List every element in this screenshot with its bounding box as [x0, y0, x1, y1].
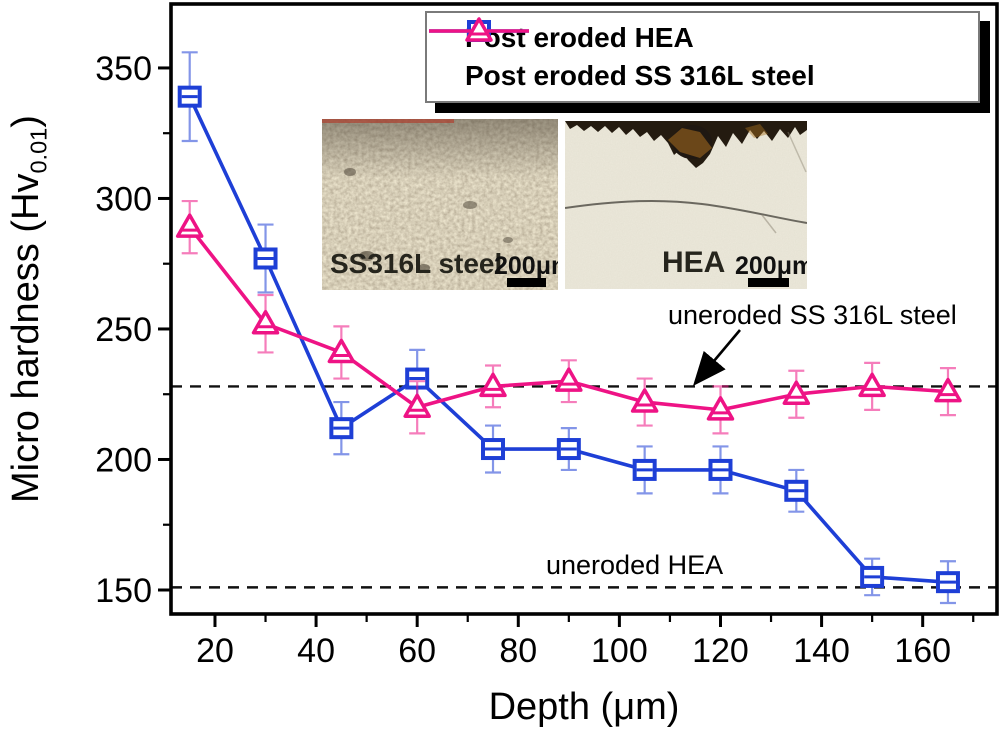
- data-point: [556, 438, 581, 461]
- data-point: [934, 377, 962, 403]
- y-tick-label: 300: [95, 180, 152, 218]
- x-axis: 20 40 60 80 100 120 140 160: [196, 614, 975, 670]
- inset-scalebar-label-hea: 200μm: [735, 252, 814, 280]
- data-point: [784, 479, 809, 502]
- data-point: [327, 338, 356, 364]
- inset-label-hea: HEA: [662, 246, 725, 279]
- x-tick-label: 120: [692, 632, 749, 670]
- annotation-uneroded-ss316l: uneroded SS 316L steel: [668, 300, 957, 330]
- x-tick-label: 20: [196, 632, 234, 670]
- y-axis-title: Micro hardness (Hv0.01): [5, 9, 55, 609]
- data-point: [858, 372, 886, 398]
- legend-label: Post eroded HEA: [465, 21, 694, 53]
- x-tick-label: 40: [297, 632, 335, 670]
- data-point: [479, 372, 507, 398]
- inset-red-sliver: [322, 119, 454, 123]
- x-tick-label: 160: [894, 632, 951, 670]
- series-post-eroded-hea: [177, 51, 960, 605]
- x-tick-label: 140: [793, 632, 850, 670]
- data-point: [403, 393, 431, 419]
- annotation-arrow: [692, 329, 741, 386]
- data-point: [782, 380, 811, 405]
- y-tick-label: 150: [95, 572, 152, 610]
- data-point: [706, 396, 735, 421]
- y-tick-label: 250: [95, 311, 152, 349]
- data-point: [935, 571, 960, 594]
- series-post-eroded-ss-316l-steel: [175, 199, 962, 435]
- data-point: [708, 458, 733, 481]
- data-point: [251, 309, 280, 335]
- data-point: [177, 85, 202, 108]
- annotation-uneroded-hea: uneroded HEA: [546, 550, 724, 580]
- x-tick-label: 60: [398, 632, 436, 670]
- inset-label-ss316l: SS316L steel: [330, 248, 502, 279]
- inset-hea-micrograph: HEA 200μm: [565, 121, 814, 289]
- inset-scalebar-label-ss316l: 200μm: [494, 252, 573, 280]
- x-axis-title: Depth (μm): [488, 686, 680, 728]
- y-tick-label: 200: [95, 441, 152, 479]
- y-axis-title-text: Micro hardness (Hv: [5, 173, 47, 503]
- y-tick-label: 350: [95, 50, 152, 88]
- legend: Post eroded HEA Post eroded SS 316L steel: [425, 11, 980, 103]
- y-axis-title-close: ): [5, 115, 47, 128]
- y-axis-title-subscript: 0.01: [25, 127, 52, 174]
- x-tick-label: 80: [499, 632, 537, 670]
- legend-label: Post eroded SS 316L steel: [465, 60, 815, 92]
- data-point: [481, 438, 506, 461]
- legend-marker-triangle: [429, 17, 529, 42]
- data-point: [630, 388, 659, 413]
- inset-scalebar-ss316l: [507, 278, 546, 287]
- data-point: [253, 247, 278, 270]
- data-point: [860, 565, 885, 588]
- data-point: [329, 417, 354, 440]
- inset-scalebar-hea: [748, 278, 789, 287]
- plot-frame: [169, 2, 999, 616]
- data-point: [555, 367, 583, 392]
- y-axis: 150 200 250 300 350: [95, 50, 171, 610]
- legend-item-post-eroded-ss-316l-steel: Post eroded SS 316L steel: [427, 17, 978, 92]
- x-tick-label: 100: [591, 632, 648, 670]
- inset-crack: [565, 199, 807, 224]
- data-point: [175, 213, 204, 238]
- data-point: [632, 458, 657, 481]
